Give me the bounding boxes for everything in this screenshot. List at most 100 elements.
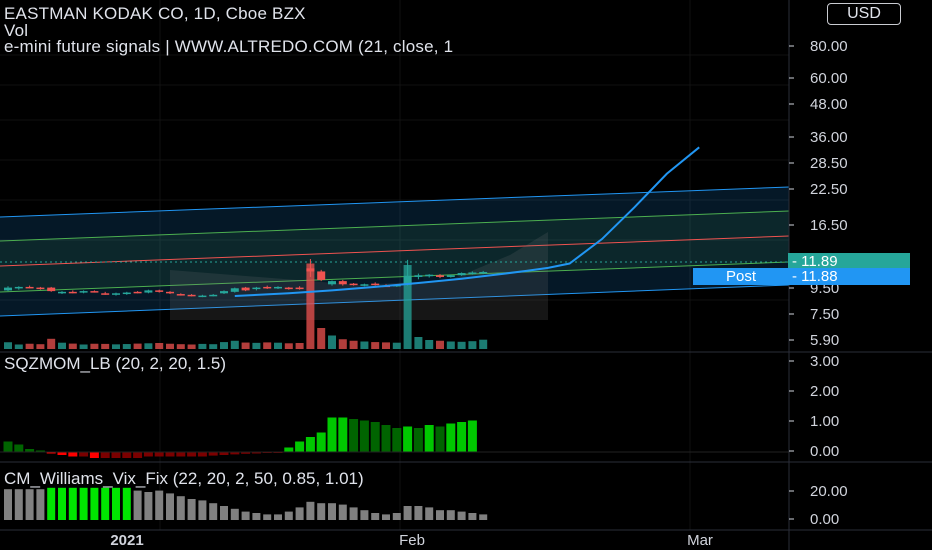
vix-bar <box>295 507 304 520</box>
sqz-bar <box>446 423 456 452</box>
sqz-bar <box>359 420 369 452</box>
volume-bar <box>58 342 66 349</box>
volume-bar <box>133 343 142 349</box>
sqz-bar <box>305 437 315 452</box>
volume-bar <box>328 335 336 349</box>
candle-body <box>274 286 282 289</box>
regression-channel <box>0 186 790 320</box>
candle-body <box>68 291 77 294</box>
time-axis[interactable]: 2021 Feb Mar <box>110 532 713 549</box>
candle-body <box>58 291 66 294</box>
sqz-bar <box>251 452 261 454</box>
y-tick-label: 1.00 <box>810 413 839 430</box>
projection-line <box>234 146 700 297</box>
volume-bar <box>317 328 326 349</box>
sqz-bar <box>392 428 402 452</box>
vix-bar <box>209 503 218 520</box>
vix-bar <box>144 492 153 520</box>
volume-bar <box>68 343 77 349</box>
sqz-bar <box>111 452 121 458</box>
volume-bar <box>36 344 45 349</box>
sqz-bar <box>197 452 207 457</box>
vix-bar <box>479 514 488 520</box>
candle-body <box>79 291 88 293</box>
sqz-bar <box>122 452 132 458</box>
sqz-bar <box>25 449 35 452</box>
candle-body <box>446 275 455 277</box>
vix-bar <box>338 504 347 520</box>
sqzmom-title: SQZMOM_LB (20, 2, 20, 1.5) <box>4 354 226 373</box>
shadow-area <box>170 232 548 320</box>
sqz-bar <box>349 419 359 452</box>
sqz-bar <box>327 417 337 452</box>
channel-lower-line <box>0 284 790 317</box>
vix-bar <box>468 513 477 520</box>
sqz-bar <box>457 422 467 452</box>
volume-bar <box>198 343 207 349</box>
symbol-title[interactable]: EASTMAN KODAK CO, 1D, Cboe BZX <box>4 4 306 23</box>
vix-bar <box>25 489 34 520</box>
volume-bar <box>468 341 477 349</box>
volume-bar <box>479 339 488 349</box>
sqzmom-histogram <box>0 417 789 458</box>
last-price-value: 11.89 <box>801 253 838 270</box>
sqz-bar <box>176 452 186 457</box>
y-tick-label: 60.00 <box>810 70 848 87</box>
vix-bar <box>112 487 120 520</box>
x-tick-label: Mar <box>687 532 713 549</box>
volume-bar <box>446 341 455 349</box>
candle-body <box>101 293 110 295</box>
vix-bar <box>176 496 185 520</box>
volume-bar <box>360 341 369 349</box>
post-price-badge: - 11.88 <box>788 268 910 285</box>
volume-bar <box>187 344 196 349</box>
channel-upper-line <box>0 186 790 218</box>
projection-path <box>234 146 700 297</box>
sqz-bar <box>187 452 197 457</box>
x-tick-label: 2021 <box>110 532 143 549</box>
y-tick-label: 5.90 <box>810 332 839 349</box>
vix-bar <box>230 508 239 520</box>
candle-body <box>14 286 23 289</box>
currency-button[interactable]: USD <box>827 3 901 25</box>
candle-body <box>144 290 153 293</box>
vix-fix-histogram <box>4 487 488 520</box>
y-tick-label: 22.50 <box>810 181 848 198</box>
price-axis[interactable]: 80.0060.0048.0036.0028.5022.5016.509.507… <box>789 38 848 528</box>
candle-body <box>360 284 369 286</box>
candle-body <box>25 286 34 289</box>
vix-bar <box>14 489 23 520</box>
vix-bar <box>241 511 250 520</box>
vix-bar <box>58 487 66 520</box>
volume-bar <box>436 340 444 349</box>
candle-body <box>187 294 196 297</box>
sqz-bar <box>424 425 434 452</box>
volume-bar <box>306 263 315 349</box>
volume-bar <box>47 338 56 349</box>
y-tick-label: 16.50 <box>810 217 848 234</box>
volume-bar <box>4 342 12 349</box>
channel-lower-mid-line <box>0 261 790 293</box>
volume-bar <box>414 337 423 349</box>
y-tick-label: 0.00 <box>810 511 839 528</box>
volume-bar <box>252 342 261 349</box>
vix-bar <box>263 514 272 520</box>
y-tick-label: 2.00 <box>810 383 839 400</box>
volume-bar <box>274 342 282 349</box>
vix-bar <box>187 499 196 520</box>
vix-bar <box>122 487 131 520</box>
volume-bar <box>101 343 110 349</box>
vix-bar <box>371 513 380 520</box>
sqz-bar <box>35 450 45 452</box>
volume-bar <box>425 340 434 349</box>
vix-bar <box>101 487 110 520</box>
y-tick-label: 80.00 <box>810 38 848 55</box>
sqz-bar <box>338 417 348 452</box>
indicator-label: e-mini future signals | WWW.ALTREDO.COM … <box>4 37 454 56</box>
volume-bar <box>392 342 401 349</box>
vix-bar <box>220 506 228 520</box>
sqz-bar <box>435 426 445 452</box>
candle-body <box>479 271 488 274</box>
vix-bar <box>166 493 174 520</box>
